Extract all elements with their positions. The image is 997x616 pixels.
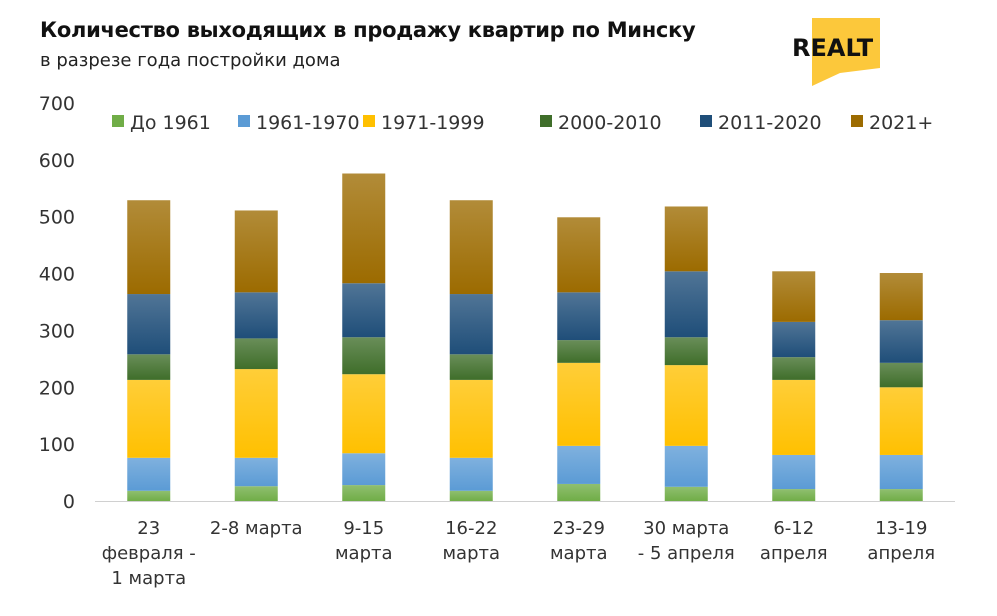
bar-segment bbox=[879, 387, 923, 455]
bar-segment bbox=[557, 483, 601, 501]
bar-segment bbox=[449, 490, 493, 501]
bar-segment bbox=[127, 354, 171, 380]
chart-title: Количество выходящих в продажу квартир п… bbox=[40, 18, 696, 42]
bar-segment bbox=[879, 273, 923, 321]
y-tick-label: 400 bbox=[39, 264, 75, 286]
bar-segment bbox=[127, 200, 171, 295]
bar-segment bbox=[772, 379, 816, 455]
y-tick-label: 500 bbox=[39, 207, 75, 229]
bar-segment bbox=[127, 379, 171, 458]
x-tick-label: 2-8 марта bbox=[209, 518, 303, 539]
svg-text:REALT: REALT bbox=[792, 34, 874, 62]
bar-segment bbox=[557, 340, 601, 363]
bar-segment bbox=[664, 365, 708, 446]
bar-segment bbox=[342, 453, 386, 486]
legend-swatch bbox=[238, 115, 250, 127]
bar-segment bbox=[342, 485, 386, 501]
bar-segment bbox=[234, 486, 278, 501]
bar-segment bbox=[342, 337, 386, 375]
bar-segment bbox=[234, 369, 278, 458]
bar-segment bbox=[234, 457, 278, 487]
legend-label: 2011-2020 bbox=[718, 112, 822, 134]
bar-segment bbox=[879, 489, 923, 501]
legend-label: 1961-1970 bbox=[256, 112, 360, 134]
x-tick-label: 13-19 апреля bbox=[867, 518, 936, 564]
realt-logo: REALT bbox=[792, 18, 880, 86]
legend-label: 1971-1999 bbox=[381, 112, 485, 134]
x-tick-label: 9-15 марта bbox=[334, 518, 393, 564]
bar-segment bbox=[449, 354, 493, 380]
bar-segment bbox=[772, 489, 816, 501]
x-tick-label: 23 февраля - 1 марта bbox=[101, 518, 196, 589]
y-tick-label: 700 bbox=[39, 93, 75, 115]
bar-segment bbox=[234, 338, 278, 370]
bar-segment bbox=[664, 271, 708, 338]
bar-segment bbox=[234, 292, 278, 339]
y-tick-label: 600 bbox=[39, 150, 75, 172]
bar-segment bbox=[449, 294, 493, 355]
bar-segment bbox=[772, 321, 816, 358]
bar-segment bbox=[449, 457, 493, 491]
bar-segment bbox=[342, 374, 386, 454]
x-tick-label: 23-29 марта bbox=[549, 518, 608, 564]
legend-swatch bbox=[700, 115, 712, 127]
x-tick-label: 6-12 апреля bbox=[759, 518, 828, 564]
bar-segment bbox=[127, 457, 171, 491]
bar-segment bbox=[342, 283, 386, 338]
legend-swatch bbox=[540, 115, 552, 127]
bar-segment bbox=[879, 454, 923, 490]
bar-segment bbox=[557, 362, 601, 446]
legend-label: До 1961 bbox=[130, 112, 211, 134]
bar-segment bbox=[664, 445, 708, 487]
bar-segment bbox=[342, 173, 386, 284]
chart-subtitle: в разрезе года постройки дома bbox=[40, 50, 341, 71]
y-tick-label: 200 bbox=[39, 377, 75, 399]
bar-segment bbox=[772, 271, 816, 322]
bar-segment bbox=[879, 320, 923, 363]
bar-segment bbox=[557, 292, 601, 341]
bar-segment bbox=[127, 294, 171, 355]
bar-segment bbox=[127, 490, 171, 501]
legend-label: 2021+ bbox=[869, 112, 933, 134]
bar-segment bbox=[557, 445, 601, 484]
bar-segment bbox=[879, 362, 923, 388]
bar-segment bbox=[449, 379, 493, 458]
legend-swatch bbox=[363, 115, 375, 127]
bar-segment bbox=[234, 210, 278, 293]
legend-label: 2000-2010 bbox=[558, 112, 662, 134]
legend-swatch bbox=[112, 115, 124, 127]
bar-segment bbox=[772, 357, 816, 380]
y-tick-label: 100 bbox=[39, 434, 75, 456]
bar-segment bbox=[557, 217, 601, 293]
x-tick-label: 16-22 марта bbox=[442, 518, 501, 564]
bar-segment bbox=[664, 206, 708, 272]
bar-segment bbox=[772, 454, 816, 490]
x-tick-label: 30 марта - 5 апреля bbox=[637, 518, 735, 564]
bar-segment bbox=[664, 486, 708, 501]
bar-segment bbox=[664, 337, 708, 366]
y-tick-label: 0 bbox=[63, 491, 75, 513]
legend-swatch bbox=[851, 115, 863, 127]
bar-segment bbox=[449, 200, 493, 295]
y-tick-label: 300 bbox=[39, 320, 75, 342]
